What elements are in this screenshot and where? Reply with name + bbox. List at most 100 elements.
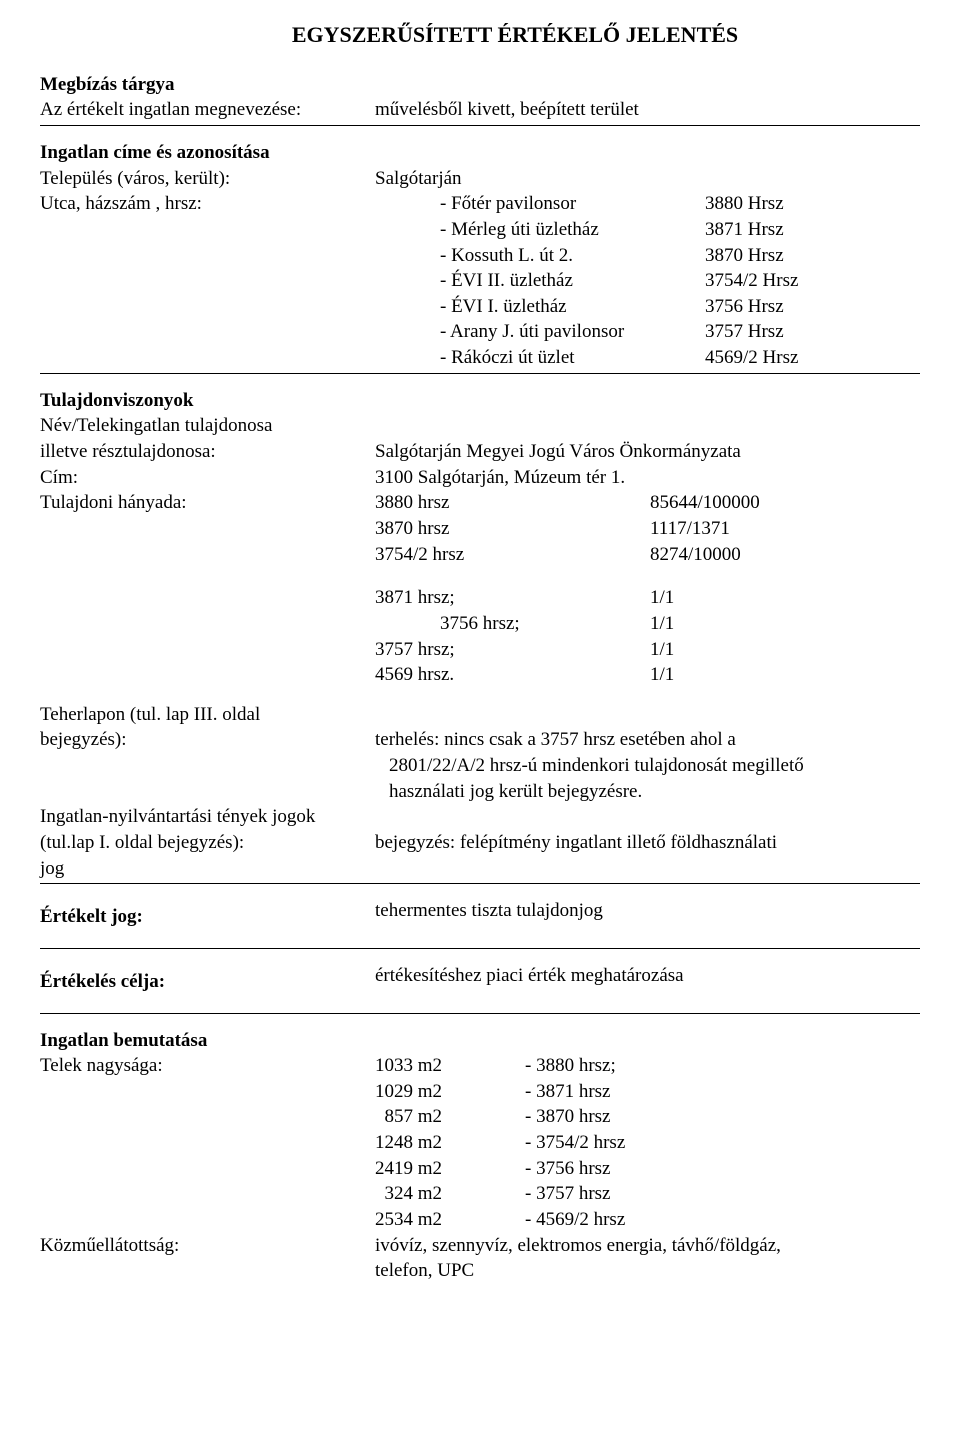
telek-row-0: Telek nagysága: 1033 m2 - 3880 hrsz; [40, 1053, 920, 1079]
addr-name: - ÉVI II. üzletház [375, 268, 705, 294]
hanyad-a: 3754/2 hrsz [375, 542, 650, 568]
hanyad-row-1: 3870 hrsz 1117/1371 [40, 516, 920, 542]
teher-row3: használati jog került bejegyzésre. [40, 779, 920, 805]
addr-name: - ÉVI I. üzletház [375, 294, 705, 320]
utca-row-6: - Rákóczi út üzlet 4569/2 Hrsz [40, 345, 920, 371]
jog-line: jog [40, 856, 920, 882]
kozmu-row: Közműellátottság: ivóvíz, szennyvíz, ele… [40, 1233, 920, 1259]
utca-label: Utca, házszám , hrsz: [40, 191, 375, 217]
hanyad2-a: 3871 hrsz; [375, 585, 650, 611]
hanyad-row-2: 3754/2 hrsz 8274/10000 [40, 542, 920, 568]
heading-megbizas: Megbízás tárgya [40, 72, 920, 98]
hanyad-a: 3880 hrsz [375, 490, 650, 516]
addr-name: - Kossuth L. út 2. [375, 243, 705, 269]
telek-a: 2419 m2 [375, 1156, 525, 1182]
cim-value: 3100 Salgótarján, Múzeum tér 1. [375, 465, 625, 491]
section-tulajdon: Tulajdonviszonyok Név/Telekingatlan tula… [40, 388, 920, 885]
section-bemutatas: Ingatlan bemutatása Telek nagysága: 1033… [40, 1028, 920, 1284]
teher-value3: használati jog került bejegyzésre. [375, 779, 642, 805]
utca-row-2: - Kossuth L. út 2. 3870 Hrsz [40, 243, 920, 269]
hanyad2-row-1: 3756 hrsz; 1/1 [40, 611, 920, 637]
hanyad2-b: 1/1 [650, 585, 674, 611]
hanyad2-a: 3756 hrsz; [375, 611, 650, 637]
hanyad2-row-0: 3871 hrsz; 1/1 [40, 585, 920, 611]
kozmu-value1: ivóvíz, szennyvíz, elektromos energia, t… [375, 1233, 781, 1259]
telek-row-3: 1248 m2 - 3754/2 hrsz [40, 1130, 920, 1156]
ertekeles-celja-label: Értékelés célja: [40, 969, 375, 995]
ertekelt-jog-label: Értékelt jog: [40, 904, 375, 930]
addr-val: 4569/2 Hrsz [705, 345, 835, 371]
telek-row-5: 324 m2 - 3757 hrsz [40, 1181, 920, 1207]
hanyad-block2: 3871 hrsz; 1/1 3756 hrsz; 1/1 3757 hrsz;… [40, 585, 920, 688]
telek-b: - 3880 hrsz; [525, 1053, 616, 1079]
heading-tulajdon: Tulajdonviszonyok [40, 388, 920, 414]
telek-row-1: 1029 m2 - 3871 hrsz [40, 1079, 920, 1105]
hanyad2-a: 3757 hrsz; [375, 637, 650, 663]
telek-b: - 3754/2 hrsz [525, 1130, 625, 1156]
utca-row-3: - ÉVI II. üzletház 3754/2 Hrsz [40, 268, 920, 294]
document-page: EGYSZERŰSÍTETT ÉRTÉKELŐ JELENTÉS Megbízá… [0, 0, 960, 1456]
telek-b: - 3871 hrsz [525, 1079, 610, 1105]
megbizas-value: művelésből kivett, beépített terület [375, 97, 639, 123]
teher-value2: 2801/22/A/2 hrsz-ú mindenkori tulajdonos… [375, 753, 804, 779]
hanyad-a: 3870 hrsz [375, 516, 650, 542]
teher-label1: Teherlapon (tul. lap III. oldal [40, 702, 920, 728]
heading-cim: Ingatlan címe és azonosítása [40, 140, 920, 166]
utca-row-0: Utca, házszám , hrsz: - Főtér pavilonsor… [40, 191, 920, 217]
section-ertekeles-celja: Értékelés célja: értékesítéshez piaci ér… [40, 963, 920, 1014]
telek-a: 1033 m2 [375, 1053, 525, 1079]
section-megbizas: Megbízás tárgya Az értékelt ingatlan meg… [40, 72, 920, 126]
telek-label: Telek nagysága: [40, 1053, 375, 1079]
hanyad-b: 85644/100000 [650, 490, 760, 516]
teher-label2: bejegyzés): [40, 727, 375, 753]
telepules-label: Település (város, került): [40, 166, 375, 192]
teher-row2: 2801/22/A/2 hrsz-ú mindenkori tulajdonos… [40, 753, 920, 779]
telek-b: - 3870 hrsz [525, 1104, 610, 1130]
hanyad2-a: 4569 hrsz. [375, 662, 650, 688]
addr-name: - Arany J. úti pavilonsor [375, 319, 705, 345]
kozmu-row2: telefon, UPC [40, 1258, 920, 1284]
ertekelt-jog-row: Értékelt jog: tehermentes tiszta tulajdo… [40, 898, 920, 930]
heading-bemutatas: Ingatlan bemutatása [40, 1028, 920, 1054]
telek-a: 1029 m2 [375, 1079, 525, 1105]
hanyad-b: 1117/1371 [650, 516, 730, 542]
nyilv-value: bejegyzés: felépítmény ingatlant illető … [375, 830, 777, 856]
cim-label: Cím: [40, 465, 375, 491]
addr-val: 3754/2 Hrsz [705, 268, 835, 294]
hanyad2-b: 1/1 [650, 662, 674, 688]
hanyad-row-0: Tulajdoni hányada: 3880 hrsz 85644/10000… [40, 490, 920, 516]
megbizas-label: Az értékelt ingatlan megnevezése: [40, 97, 375, 123]
teher-value1: terhelés: nincs csak a 3757 hrsz esetébe… [375, 727, 736, 753]
addr-val: 3880 Hrsz [705, 191, 835, 217]
addr-name: - Rákóczi út üzlet [375, 345, 705, 371]
hanyad2-b: 1/1 [650, 611, 674, 637]
telek-row-2: 857 m2 - 3870 hrsz [40, 1104, 920, 1130]
addr-val: 3757 Hrsz [705, 319, 835, 345]
hanyad-b: 8274/10000 [650, 542, 741, 568]
nev-line1: Név/Telekingatlan tulajdonosa [40, 413, 920, 439]
teher-row: bejegyzés): terhelés: nincs csak a 3757 … [40, 727, 920, 753]
section-ertekelt-jog: Értékelt jog: tehermentes tiszta tulajdo… [40, 898, 920, 949]
addr-name: - Főtér pavilonsor [375, 191, 705, 217]
hanyad-label: Tulajdoni hányada: [40, 490, 375, 516]
telek-row-4: 2419 m2 - 3756 hrsz [40, 1156, 920, 1182]
addr-val: 3756 Hrsz [705, 294, 835, 320]
telek-b: - 4569/2 hrsz [525, 1207, 625, 1233]
nyilv-label2: (tul.lap I. oldal bejegyzés): [40, 830, 375, 856]
telek-a: 324 m2 [375, 1181, 525, 1207]
nev-row: illetve résztulajdonosa: Salgótarján Meg… [40, 439, 920, 465]
kozmu-label: Közműellátottság: [40, 1233, 375, 1259]
utca-row-4: - ÉVI I. üzletház 3756 Hrsz [40, 294, 920, 320]
hanyad2-row-3: 4569 hrsz. 1/1 [40, 662, 920, 688]
nev-value: Salgótarján Megyei Jogú Város Önkormányz… [375, 439, 741, 465]
nyilv-row: (tul.lap I. oldal bejegyzés): bejegyzés:… [40, 830, 920, 856]
ertekeles-celja-row: Értékelés célja: értékesítéshez piaci ér… [40, 963, 920, 995]
nev-line2: illetve résztulajdonosa: [40, 439, 375, 465]
telek-b: - 3756 hrsz [525, 1156, 610, 1182]
nyilv-label1: Ingatlan-nyilvántartási tények jogok [40, 804, 920, 830]
megbizas-row: Az értékelt ingatlan megnevezése: művelé… [40, 97, 920, 123]
section-cim: Ingatlan címe és azonosítása Település (… [40, 140, 920, 374]
telek-row-6: 2534 m2 - 4569/2 hrsz [40, 1207, 920, 1233]
telepules-value: Salgótarján [375, 166, 462, 192]
hanyad2-row-2: 3757 hrsz; 1/1 [40, 637, 920, 663]
